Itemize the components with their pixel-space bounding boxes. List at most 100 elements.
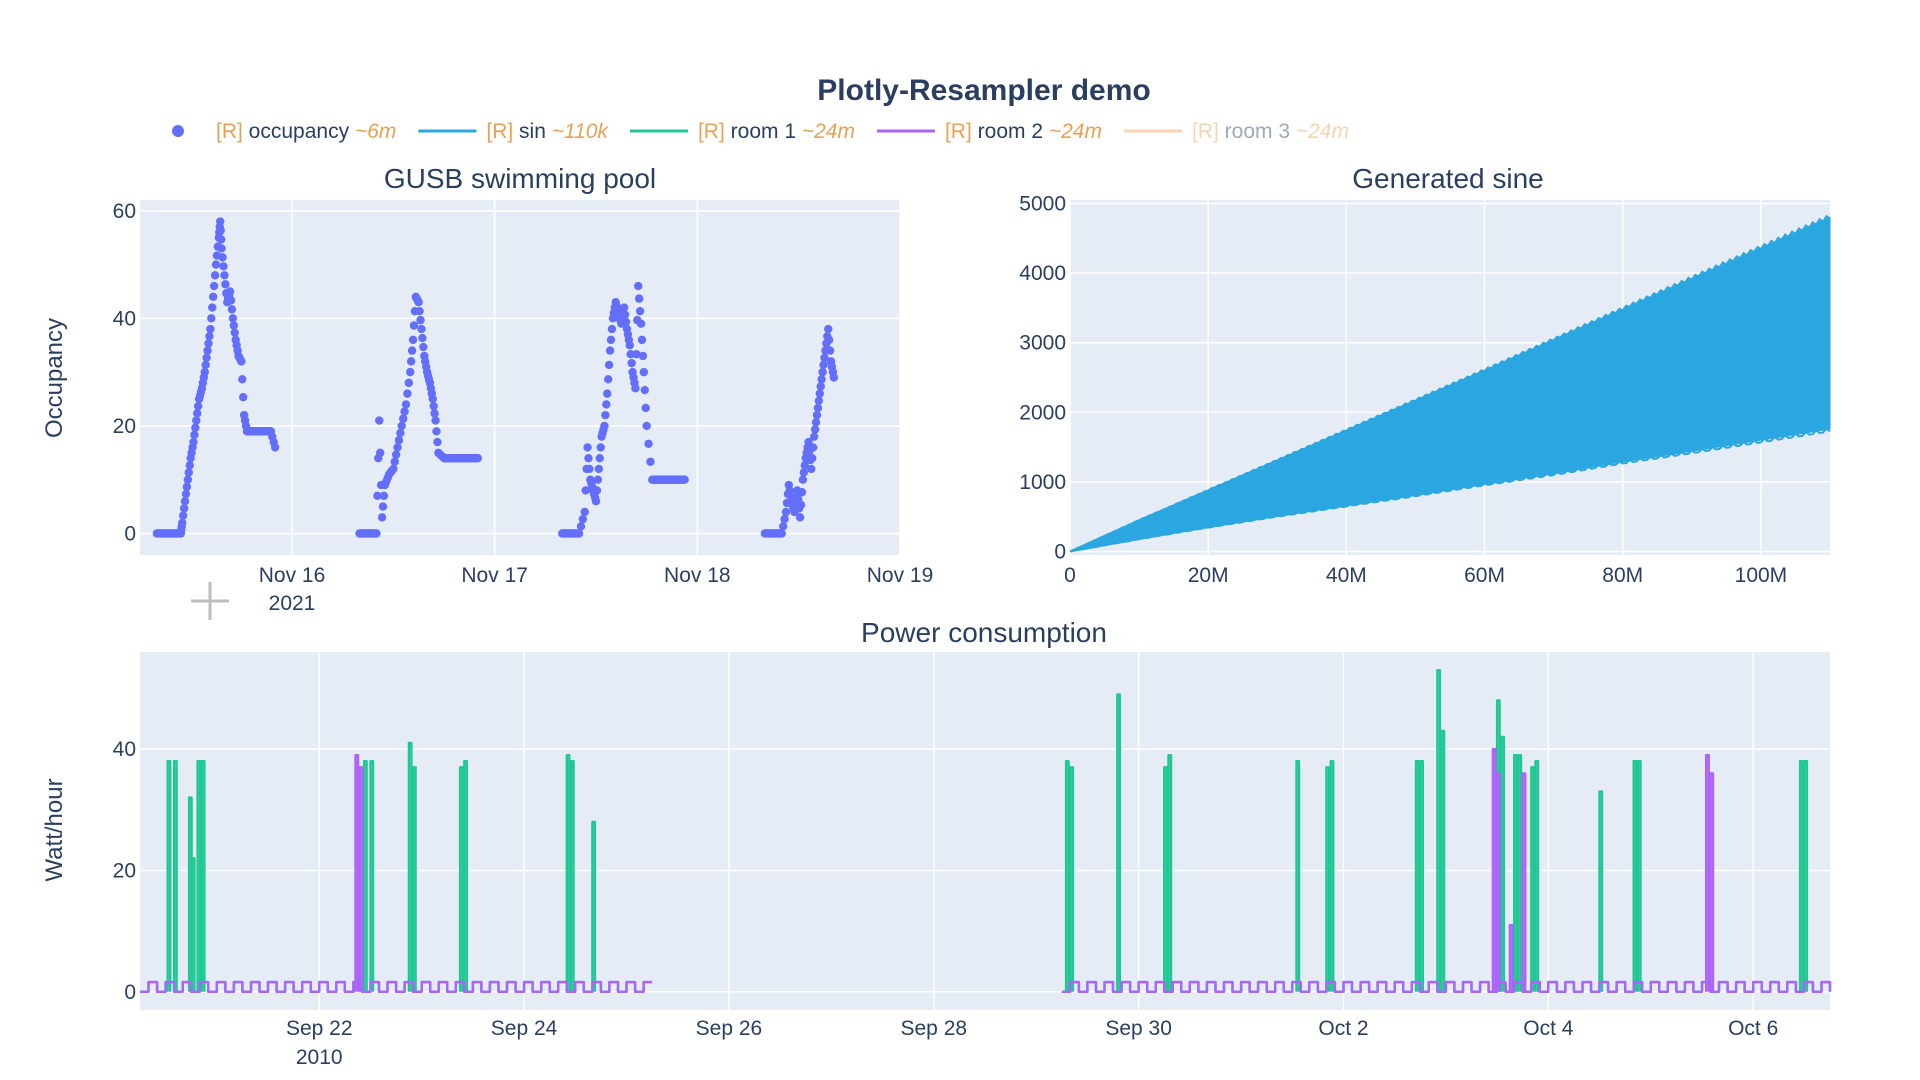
occupancy-point — [418, 333, 427, 343]
occupancy-point — [634, 294, 644, 303]
legend-item-room-2[interactable]: [R] room 2 ~24m — [876, 120, 1102, 143]
occupancy-y-tick: 0 — [124, 522, 136, 545]
occupancy-point — [415, 306, 424, 316]
occupancy-point — [809, 432, 819, 441]
occupancy-point — [239, 393, 248, 402]
legend-item-room-1[interactable]: [R] room 1 ~24m — [629, 120, 855, 143]
power-x-tick: Sep 24 — [491, 1017, 558, 1040]
legend-item-room-3[interactable]: [R] room 3 ~24m — [1123, 120, 1349, 143]
sine-x-tick: 0 — [1064, 564, 1076, 587]
occupancy-point — [430, 409, 439, 418]
occupancy-point — [778, 522, 788, 531]
occupancy-marks — [152, 217, 839, 538]
crosshair-cursor-icon — [191, 582, 229, 620]
occupancy-point — [377, 513, 387, 522]
occupancy-point — [824, 324, 833, 334]
occupancy-point — [397, 421, 406, 431]
occupancy-point — [216, 226, 225, 235]
occupancy-point — [205, 332, 214, 341]
occupancy-point — [216, 217, 225, 226]
occupancy-point — [189, 437, 198, 447]
occupancy-point — [238, 375, 247, 384]
legend-dot-icon — [172, 125, 184, 137]
occupancy-point — [178, 511, 188, 520]
occupancy-point — [178, 518, 187, 527]
occupancy-point — [219, 262, 228, 271]
occupancy-point — [815, 389, 824, 398]
occupancy-point — [204, 339, 213, 348]
occupancy-point — [191, 423, 200, 432]
power-subplot[interactable]: Power consumption Watt/hour Sep 22 Sep 24… — [41, 617, 1832, 1069]
occupancy-point — [636, 319, 646, 328]
power-x-tick: Oct 2 — [1318, 1017, 1368, 1040]
sine-subplot[interactable]: Generated sine 0 20M 40M 60M 80M 100M 0 1000 200… — [1019, 163, 1831, 587]
occupancy-point — [601, 410, 610, 420]
sine-ticks: 0 20M 40M 60M 80M 100M 0 1000 2000 3000 4000 5000 — [1019, 192, 1787, 587]
occupancy-point — [620, 310, 630, 319]
occupancy-point — [631, 384, 640, 393]
legend-label: [R] occupancy ~6m — [216, 120, 396, 143]
occupancy-point — [825, 346, 835, 355]
occupancy-point — [584, 453, 593, 463]
occupancy-point — [576, 522, 586, 531]
occupancy-point — [378, 502, 388, 511]
power-x-tick: Oct 6 — [1728, 1017, 1778, 1040]
power-subplot-title: Power consumption — [861, 617, 1107, 648]
occupancy-point — [226, 296, 236, 305]
occupancy-point — [644, 439, 653, 449]
occupancy-point — [220, 271, 229, 280]
occupancy-point — [585, 464, 594, 474]
occupancy-point — [228, 314, 238, 323]
sine-lower-edge — [1069, 427, 1831, 553]
occupancy-ticks: Nov 16 Nov 17 Nov 18 Nov 19 2021 0 20 40 60 — [113, 200, 934, 615]
occupancy-subplot[interactable]: GUSB swimming pool Occupancy Nov 16 Nov 1… — [41, 163, 933, 615]
occupancy-point — [814, 396, 824, 406]
occupancy-x-tick: Nov 16 — [259, 564, 326, 587]
occupancy-point — [210, 271, 220, 280]
occupancy-point — [429, 401, 438, 411]
occupancy-point — [433, 437, 442, 447]
occupancy-point — [603, 389, 612, 398]
occupancy-point — [401, 400, 411, 409]
occupancy-point — [777, 529, 786, 538]
occupancy-point — [596, 443, 605, 452]
sine-x-tick: 100M — [1735, 564, 1788, 587]
legend[interactable]: [R] occupancy ~6m [R] sin ~110k [R] room 1… — [172, 120, 1349, 143]
occupancy-point — [592, 486, 602, 495]
occupancy-subplot-title: GUSB swimming pool — [384, 163, 656, 194]
occupancy-point — [183, 475, 193, 484]
legend-item-occupancy[interactable]: [R] occupancy ~6m — [172, 120, 396, 143]
occupancy-point — [580, 507, 589, 517]
occupancy-point — [184, 468, 193, 477]
occupancy-point — [594, 464, 604, 474]
occupancy-point — [591, 497, 601, 506]
occupancy-plot-area[interactable] — [140, 200, 900, 555]
occupancy-point — [595, 453, 604, 463]
occupancy-point — [606, 335, 616, 345]
occupancy-point — [391, 450, 401, 459]
power-marks — [140, 669, 1832, 993]
power-plot-area[interactable] — [140, 652, 1830, 1010]
occupancy-point — [208, 303, 217, 312]
occupancy-point — [798, 475, 808, 484]
occupancy-x-tick-year: 2021 — [269, 592, 316, 615]
sine-x-tick: 20M — [1188, 564, 1229, 587]
occupancy-point — [394, 436, 404, 445]
occupancy-point — [230, 328, 239, 337]
occupancy-point — [207, 314, 216, 323]
occupancy-point — [211, 260, 221, 269]
legend-label: [R] room 1 ~24m — [698, 120, 855, 143]
occupancy-point — [818, 367, 827, 377]
occupancy-point — [816, 382, 825, 391]
occupancy-point — [185, 461, 194, 470]
occupancy-point — [414, 297, 423, 307]
occupancy-point — [607, 324, 617, 334]
occupancy-point — [181, 489, 191, 499]
occupancy-point — [600, 421, 609, 431]
occupancy-point — [180, 497, 190, 506]
occupancy-point — [428, 394, 437, 404]
power-y-tick: 20 — [113, 859, 136, 882]
occupancy-point — [820, 353, 829, 362]
legend-item-sin[interactable]: [R] sin ~110k — [418, 120, 609, 143]
legend-label: [R] sin ~110k — [486, 120, 609, 143]
